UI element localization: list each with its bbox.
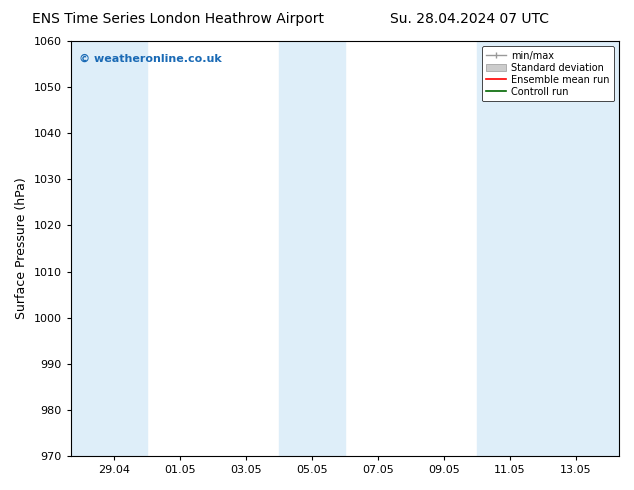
Bar	[279, 41, 345, 456]
Text: Su. 28.04.2024 07 UTC: Su. 28.04.2024 07 UTC	[390, 12, 548, 26]
Legend: min/max, Standard deviation, Ensemble mean run, Controll run: min/max, Standard deviation, Ensemble me…	[482, 46, 614, 101]
Text: © weatheronline.co.uk: © weatheronline.co.uk	[79, 53, 222, 64]
Y-axis label: Surface Pressure (hPa): Surface Pressure (hPa)	[15, 178, 28, 319]
Text: ENS Time Series London Heathrow Airport: ENS Time Series London Heathrow Airport	[32, 12, 323, 26]
Bar	[71, 41, 146, 456]
Bar	[477, 41, 619, 456]
